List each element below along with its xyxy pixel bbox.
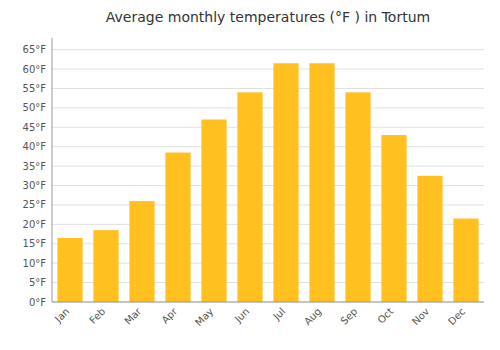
bar bbox=[345, 92, 370, 302]
bar bbox=[453, 219, 478, 302]
y-axis-line bbox=[52, 38, 53, 302]
y-tick-label: 65°F bbox=[23, 44, 47, 55]
x-axis-line bbox=[52, 302, 484, 303]
bar bbox=[273, 63, 298, 302]
y-tick-label: 0°F bbox=[29, 297, 46, 308]
title: Average monthly temperatures (°F ) in To… bbox=[106, 9, 430, 25]
y-tick-label: 25°F bbox=[23, 199, 47, 210]
y-axis: 0°F 5°F 10°F 15°F 20°F 25°F 30°F 35°F 40°F 45°F 50… bbox=[23, 44, 484, 307]
x-tick-label: Dec bbox=[446, 306, 467, 327]
grid-line bbox=[52, 88, 484, 89]
x-tick-label: Aug bbox=[302, 306, 324, 328]
grid-line bbox=[52, 107, 484, 108]
y-tick-label: 60°F bbox=[23, 64, 47, 75]
y-tick-label: 55°F bbox=[23, 83, 47, 94]
y-tick-label: 30°F bbox=[23, 180, 47, 191]
grid-line bbox=[52, 166, 484, 167]
x-tick-label: Jun bbox=[232, 306, 252, 326]
chart-svg: Average monthly temperatures (°F ) in To… bbox=[0, 0, 500, 350]
x-tick-label: Mar bbox=[122, 305, 144, 327]
y-tick-label: 20°F bbox=[23, 219, 47, 230]
grid-line bbox=[52, 127, 484, 128]
page: {"chart_data": {"type": "bar", "title": … bbox=[0, 0, 500, 350]
bar bbox=[237, 92, 262, 302]
x-tick-label: Jan bbox=[52, 306, 71, 325]
bar bbox=[417, 176, 442, 302]
x-axis: Jan Feb Mar Apr May Jun Jul Aug Sep Oct Nov Dec bbox=[52, 305, 467, 328]
x-tick-label: Feb bbox=[87, 306, 107, 326]
y-tick-label: 40°F bbox=[23, 141, 47, 152]
chart-container: Average monthly temperatures (°F ) in To… bbox=[0, 0, 500, 350]
bars bbox=[57, 63, 478, 302]
y-tick-label: 15°F bbox=[23, 238, 47, 249]
y-tick-label: 5°F bbox=[29, 277, 46, 288]
bar bbox=[93, 230, 118, 302]
y-tick-label: 10°F bbox=[23, 258, 47, 269]
x-tick-label: Sep bbox=[338, 306, 359, 327]
x-tick-label: Oct bbox=[375, 306, 395, 326]
x-tick-label: Apr bbox=[159, 305, 180, 326]
x-tick-label: Nov bbox=[410, 306, 432, 328]
y-tick-label: 45°F bbox=[23, 122, 47, 133]
bar bbox=[129, 201, 154, 302]
bar bbox=[381, 135, 406, 302]
bar bbox=[165, 153, 190, 302]
bar bbox=[201, 120, 226, 302]
y-tick-label: 35°F bbox=[23, 161, 47, 172]
grid-line bbox=[52, 49, 484, 50]
grid-line bbox=[52, 146, 484, 147]
bar bbox=[309, 63, 334, 302]
grid-line bbox=[52, 302, 484, 303]
x-tick-label: Jul bbox=[270, 306, 287, 323]
y-tick-label: 50°F bbox=[23, 102, 47, 113]
bar bbox=[57, 238, 82, 302]
x-tick-label: May bbox=[193, 306, 215, 328]
grid-line bbox=[52, 69, 484, 70]
